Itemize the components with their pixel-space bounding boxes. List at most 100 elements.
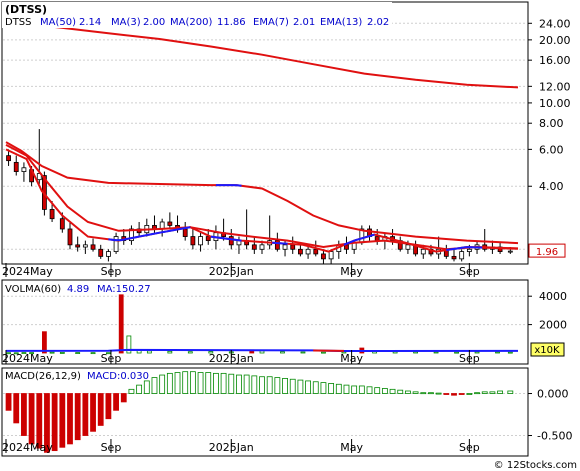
volume-bar	[167, 350, 173, 354]
macd-bar-negative	[28, 393, 35, 445]
macd-bar-positive	[197, 372, 204, 394]
macd-bar-positive	[351, 385, 358, 394]
macd-bar-positive	[189, 371, 196, 394]
volume-bar	[29, 352, 35, 355]
macd-bar-positive	[389, 388, 396, 394]
volume-bar	[118, 294, 124, 354]
volume-bar	[433, 351, 439, 354]
candle-down	[228, 236, 234, 246]
last-price-box	[528, 243, 566, 258]
price-x-label: May	[340, 265, 363, 278]
macd-x-label: Sep	[459, 441, 480, 454]
candle-up	[198, 236, 203, 246]
volume-x-label: May	[340, 352, 363, 365]
legend-ma50-label: MA(50)	[40, 17, 76, 28]
volume-x-label: Sep	[459, 352, 480, 365]
candle-down	[59, 218, 65, 230]
macd-bar-positive	[320, 382, 327, 394]
volume-bar	[126, 335, 132, 354]
volume-tick-label: 4000	[539, 290, 567, 303]
volume-bar	[106, 352, 111, 355]
legend-ma3-label: MA(3)	[111, 17, 141, 28]
symbol-label: (DTSS)	[5, 3, 47, 16]
price-panel: 24.00 20.00 16.00 12.00 10.00 8.00 6.00 4.00 2.0…	[1, 1, 571, 278]
macd-bar-positive	[374, 387, 381, 394]
volume-bar	[454, 351, 459, 354]
macd-bar-positive	[420, 392, 427, 395]
macd-bar-positive	[474, 392, 480, 395]
macd-bar-positive	[397, 389, 404, 394]
candle-up	[507, 250, 513, 253]
macd-bar-positive	[151, 377, 158, 394]
macd-bar-positive	[128, 388, 135, 394]
price-tick-label: 20.00	[539, 34, 571, 47]
volume-bar	[21, 352, 27, 354]
macd-bar-positive	[266, 376, 273, 394]
volma-legend-label: VOLMA(60)	[5, 284, 61, 295]
macd-bar-positive	[466, 393, 473, 395]
volume-grid	[3, 295, 527, 326]
macd-x-label: 2024May	[2, 441, 53, 454]
candle-down	[321, 253, 326, 260]
volume-panel: 4000 2000 2024May Sep 2025Jan May Sep VOLMA(6…	[1, 279, 567, 365]
macd-bar-positive	[259, 376, 265, 394]
macd-bar-negative	[5, 393, 12, 411]
candle-down	[313, 248, 319, 255]
volume-x-label: 2025Jan	[209, 352, 254, 365]
candle-up	[328, 251, 334, 260]
macd-bar-positive	[305, 380, 311, 394]
macd-bar-positive	[507, 390, 514, 394]
legend-ma3-value: 2.00	[143, 17, 165, 28]
candle-down	[205, 236, 211, 242]
macd-bar-positive	[282, 377, 288, 394]
macd-bar-positive	[405, 390, 411, 394]
ema7-rising-segment	[272, 241, 288, 245]
price-x-label: Sep	[459, 265, 480, 278]
macd-bar-negative	[51, 393, 58, 452]
legend-ema7-value: 2.01	[293, 17, 315, 28]
volume-unit-label: x10K	[534, 345, 560, 356]
macd-bar-positive	[497, 390, 503, 394]
ma50-line	[5, 141, 519, 245]
candle-up	[305, 248, 311, 255]
volume-bar	[413, 351, 419, 354]
legend-dtss: DTSS	[5, 17, 32, 28]
price-tick-label: 24.00	[539, 17, 571, 30]
macd-bar-negative	[82, 393, 89, 436]
macd-legend-label: MACD(26,12,9)	[5, 371, 81, 382]
last-price-badge: 1.96	[528, 243, 566, 258]
candle-up	[21, 167, 27, 172]
candle-down	[374, 236, 380, 242]
macd-panel: 0.000 -0.500 2024May Sep 2025Jan May Sep MACD…	[1, 367, 572, 457]
candle-up	[129, 228, 134, 242]
macd-bar-positive	[274, 377, 281, 394]
last-price-label: 1.96	[536, 247, 558, 258]
macd-bar-positive	[366, 386, 373, 394]
legend-ma200-value: 11.86	[217, 17, 246, 28]
macd-bar-positive	[182, 371, 189, 394]
ema7-rising-segment	[210, 235, 242, 242]
macd-bar-positive	[428, 392, 434, 395]
volume-unit-box	[530, 342, 565, 357]
macd-bar-negative	[120, 393, 127, 403]
macd-bar-negative	[74, 393, 81, 441]
candle-down	[6, 155, 11, 162]
macd-bar-positive	[251, 375, 258, 394]
macd-bar-positive	[228, 373, 235, 394]
candle-down	[13, 161, 19, 172]
candle-up	[459, 251, 465, 260]
volma-line	[5, 348, 519, 353]
macd-bar-negative	[13, 393, 20, 424]
legend-ema13-value: 2.02	[367, 17, 389, 28]
volume-bar	[90, 352, 96, 355]
ema7-rising-segment	[446, 246, 483, 251]
candle-down	[190, 236, 196, 246]
macd-tick-labels: 0.000 -0.500	[528, 388, 572, 443]
ema7-rising-segment	[159, 226, 191, 234]
volume-bar	[208, 351, 214, 354]
candle-down	[90, 244, 96, 250]
price-tick-label: 4.00	[539, 180, 564, 193]
candle-down	[297, 248, 303, 255]
macd-bar-negative	[59, 393, 66, 448]
